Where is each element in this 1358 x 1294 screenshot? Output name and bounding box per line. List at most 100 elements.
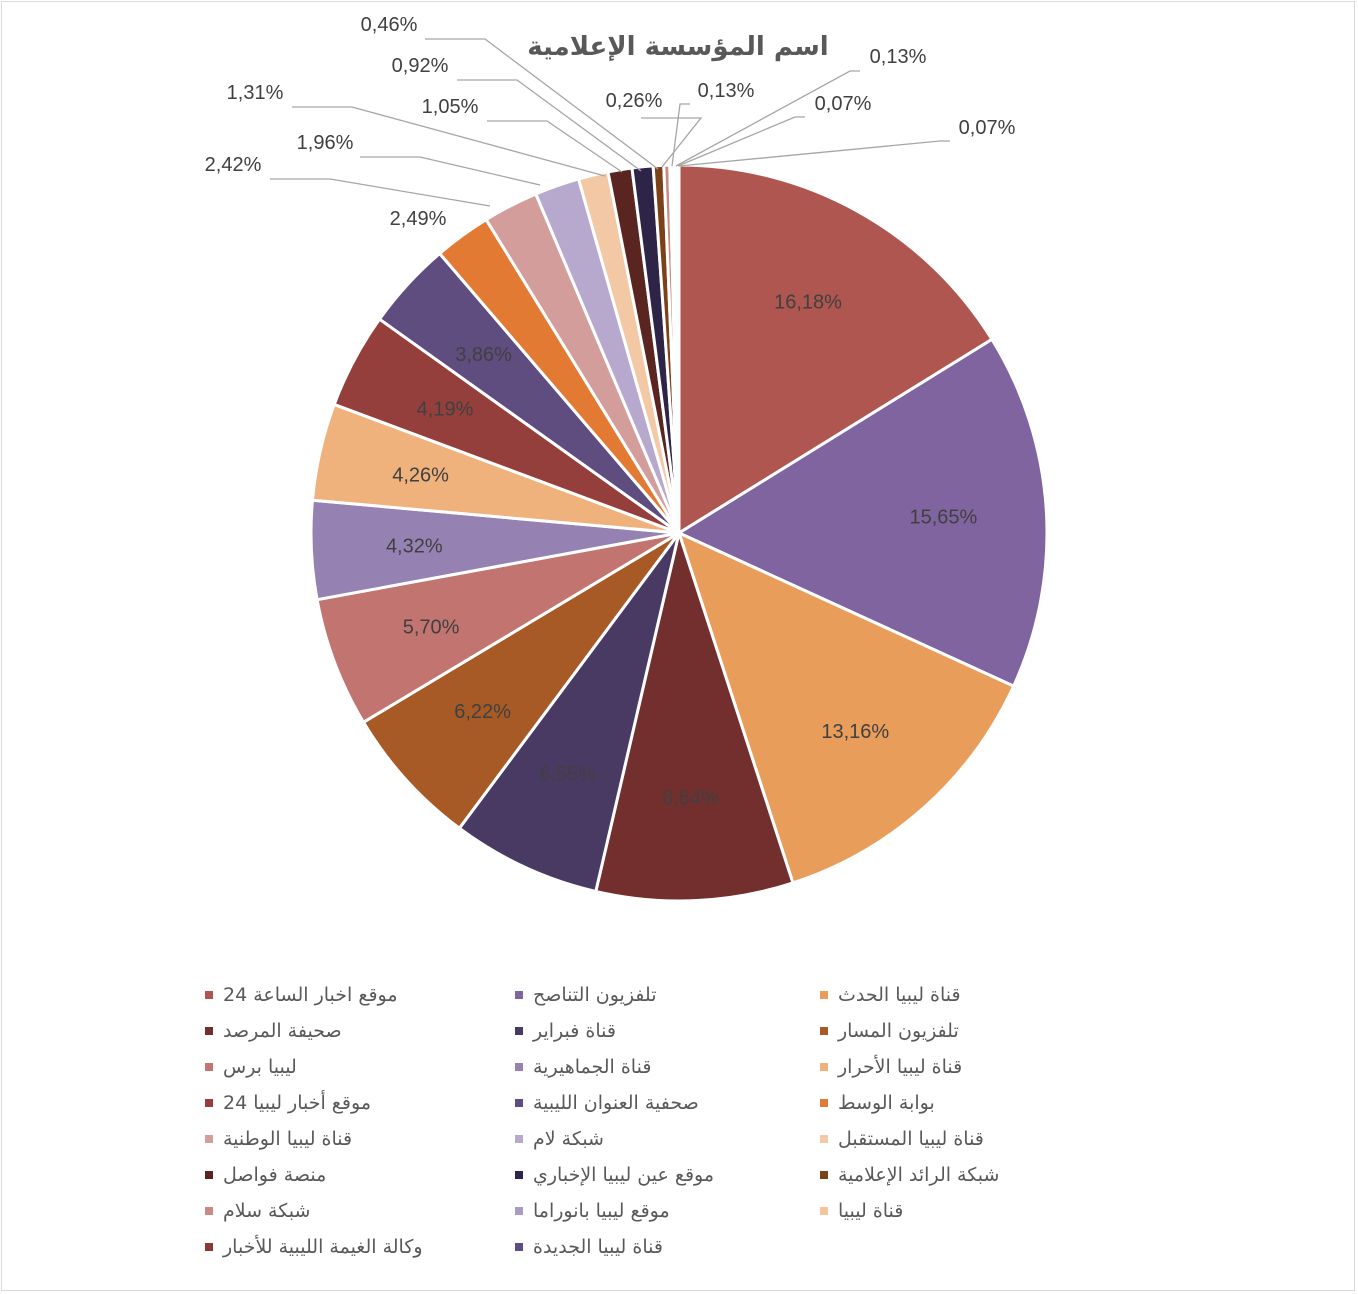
- slice-data-label: 0,26%: [606, 90, 663, 112]
- legend-label: قناة ليبيا الجديدة: [533, 1236, 663, 1258]
- leader-line: [360, 156, 541, 186]
- slice-data-label: 2,42%: [205, 154, 262, 176]
- slice-data-label: 2,49%: [390, 208, 447, 230]
- legend-item: قناة ليبيا الأحرار: [820, 1052, 962, 1082]
- legend-swatch: [820, 991, 828, 999]
- legend-swatch: [820, 1207, 828, 1215]
- slice-data-label: 6,22%: [454, 701, 511, 723]
- legend-label: موقع ليبيا بانوراما: [533, 1200, 670, 1222]
- leader-line: [677, 116, 805, 167]
- legend-label: ليبيا برس: [223, 1056, 297, 1078]
- slice-data-label: 13,16%: [821, 721, 889, 743]
- legend-label: صحيفة المرصد: [223, 1020, 342, 1042]
- slice-data-label: 16,18%: [774, 292, 842, 314]
- legend-item: شبكة الرائد الإعلامية: [820, 1160, 999, 1190]
- legend-item: صحفية العنوان الليبية: [515, 1088, 699, 1118]
- legend-label: تلفزيون التناصح: [533, 984, 657, 1006]
- legend-label: شبكة لام: [533, 1128, 604, 1150]
- legend-item: موقع ليبيا بانوراما: [515, 1196, 670, 1226]
- legend-item: قناة ليبيا المستقبل: [820, 1124, 984, 1154]
- slice-data-label: 0,92%: [392, 55, 449, 77]
- pie-slice: [675, 163, 681, 534]
- legend-item: موقع اخبار الساعة 24: [205, 980, 398, 1010]
- slice-data-label: 0,13%: [698, 80, 755, 102]
- legend-swatch: [820, 1099, 828, 1107]
- pie-slice: [361, 531, 681, 831]
- leader-line: [292, 106, 606, 177]
- legend-swatch: [820, 1027, 828, 1035]
- legend-swatch: [515, 1099, 523, 1107]
- legend-item: شبكة سلام: [205, 1196, 310, 1226]
- legend-swatch: [205, 1243, 213, 1251]
- legend-swatch: [205, 1099, 213, 1107]
- slice-data-label: 1,96%: [297, 132, 354, 154]
- legend-item: صحيفة المرصد: [205, 1016, 342, 1046]
- legend-label: منصة فواصل: [223, 1164, 327, 1186]
- slice-data-label: 0,46%: [361, 14, 418, 36]
- legend-swatch: [205, 991, 213, 999]
- slice-data-label: 0,07%: [815, 93, 872, 115]
- legend-swatch: [205, 1027, 213, 1035]
- legend-label: قناة ليبيا الوطنية: [223, 1128, 353, 1150]
- legend-item: قناة ليبيا الجديدة: [515, 1232, 663, 1262]
- pie-slice: [593, 527, 795, 903]
- legend-label: شبكة الرائد الإعلامية: [838, 1164, 1000, 1186]
- legend-swatch: [820, 1135, 828, 1143]
- legend-item: قناة ليبيا الحدث: [820, 980, 961, 1010]
- pie-slice: [676, 530, 1016, 885]
- slice-data-label: 0,13%: [870, 46, 927, 68]
- legend-label: بوابة الوسط: [838, 1092, 935, 1114]
- legend-label: قناة ليبيا الأحرار: [838, 1056, 963, 1078]
- slice-data-label: 1,31%: [227, 82, 284, 104]
- pie-slice: [675, 337, 1049, 689]
- slice-data-label: 6,55%: [539, 763, 596, 785]
- legend-label: تلفزيون المسار: [838, 1020, 959, 1042]
- legend-label: موقع عين ليبيا الإخباري: [533, 1164, 715, 1186]
- legend-label: صحفية العنوان الليبية: [533, 1092, 699, 1114]
- slice-data-label: 0,07%: [959, 117, 1016, 139]
- legend-swatch: [515, 1063, 523, 1071]
- legend-item: وكالة الغيمة الليبية للأخبار: [205, 1232, 423, 1262]
- leader-line: [671, 103, 690, 167]
- leader-line: [457, 79, 642, 172]
- legend-swatch: [515, 1135, 523, 1143]
- legend-label: وكالة الغيمة الليبية للأخبار: [223, 1236, 423, 1258]
- legend-item: موقع أخبار ليبيا 24: [205, 1088, 371, 1118]
- legend-swatch: [205, 1171, 213, 1179]
- legend-swatch: [820, 1171, 828, 1179]
- slice-data-label: 4,26%: [392, 464, 449, 486]
- legend-label: موقع اخبار الساعة 24: [223, 984, 398, 1006]
- pie-slice: [457, 532, 681, 894]
- pie-slice: [315, 531, 680, 725]
- legend-item: تلفزيون المسار: [820, 1016, 959, 1046]
- legend-swatch: [205, 1135, 213, 1143]
- leader-line: [641, 117, 703, 168]
- pie-slice: [677, 163, 994, 536]
- legend-item: تلفزيون التناصح: [515, 980, 657, 1010]
- legend-item: موقع عين ليبيا الإخباري: [515, 1160, 714, 1190]
- legend-label: قناة فبراير: [533, 1020, 616, 1042]
- leader-line: [675, 70, 860, 167]
- slice-data-label: 4,19%: [417, 399, 474, 421]
- legend-swatch: [515, 1027, 523, 1035]
- legend-swatch: [515, 1243, 523, 1251]
- legend-item: قناة فبراير: [515, 1016, 616, 1046]
- slice-data-label: 5,70%: [403, 617, 460, 639]
- legend-swatch: [515, 1171, 523, 1179]
- slice-data-label: 8,64%: [662, 788, 719, 810]
- leader-line: [270, 178, 491, 207]
- legend-swatch: [820, 1063, 828, 1071]
- leader-line: [425, 38, 659, 170]
- legend-label: موقع أخبار ليبيا 24: [223, 1092, 371, 1114]
- legend-label: قناة الجماهيرية: [533, 1056, 652, 1078]
- legend-swatch: [205, 1207, 213, 1215]
- legend-swatch: [515, 1207, 523, 1215]
- legend-swatch: [515, 991, 523, 999]
- slice-data-label: 1,05%: [422, 96, 479, 118]
- legend-label: قناة ليبيا: [838, 1200, 904, 1222]
- legend-item: ليبيا برس: [205, 1052, 297, 1082]
- legend-label: قناة ليبيا الحدث: [838, 984, 961, 1006]
- slice-data-label: 15,65%: [909, 506, 977, 528]
- legend-item: قناة ليبيا الوطنية: [205, 1124, 352, 1154]
